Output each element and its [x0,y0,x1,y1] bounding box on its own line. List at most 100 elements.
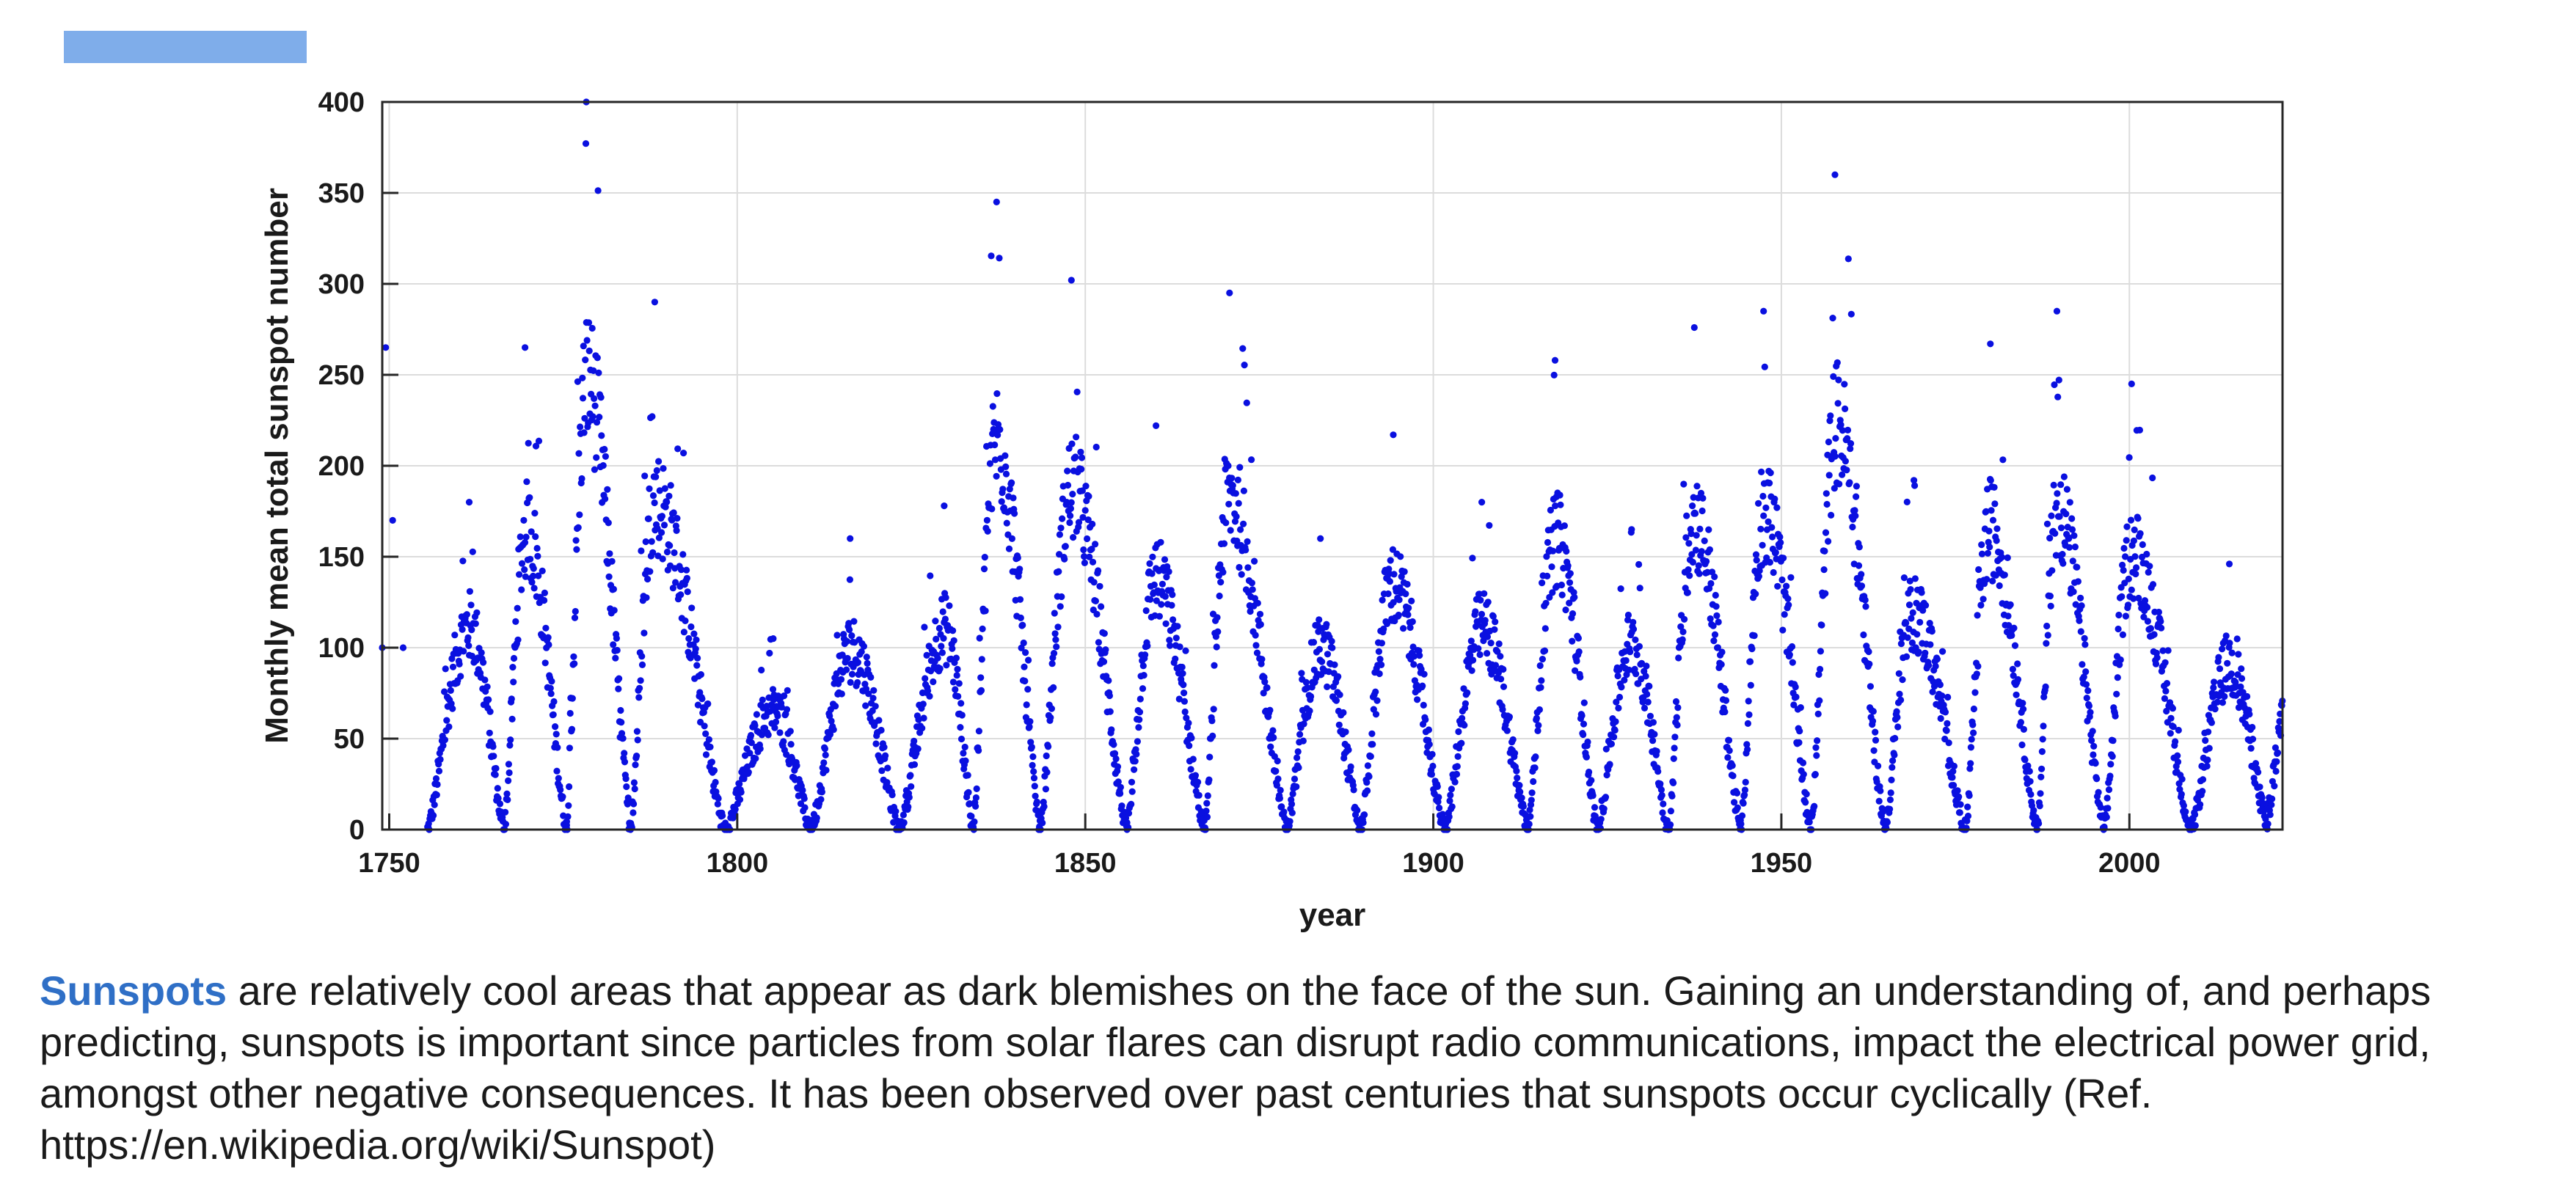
data-point [821,745,828,753]
x-tick-label: 1900 [1402,848,1464,879]
data-point [674,445,682,453]
data-point [1089,558,1097,566]
data-point [550,711,557,718]
data-point [1949,768,1957,775]
data-point [1142,607,1150,615]
y-tick-label: 300 [318,269,365,300]
data-point [1258,656,1266,663]
data-point [1977,601,1985,609]
data-point [961,743,968,751]
data-point [847,535,854,542]
data-point [1998,554,2005,561]
data-point [447,687,454,695]
data-point [1992,571,1999,579]
data-point [813,814,820,822]
data-point [478,649,485,656]
data-point [1053,643,1060,651]
data-point [565,802,572,809]
data-point [1080,546,1087,554]
data-point [1902,619,1910,627]
data-point [2155,608,2162,616]
data-point [1016,566,1024,573]
data-point [505,761,513,768]
data-point [1425,726,1432,733]
data-point [858,648,865,656]
data-point [1707,579,1715,588]
data-point [1492,618,1499,626]
data-point [1836,480,1843,488]
data-point [1672,698,1680,706]
data-point [2082,668,2090,676]
data-point [2146,563,2153,570]
data-point [1300,720,1307,728]
data-point [1714,644,1721,651]
data-point [1760,307,1767,315]
data-point [1380,625,1387,633]
data-point [1210,706,1217,713]
data-point [1549,589,1556,596]
data-point [1740,800,1747,807]
data-point [576,511,583,519]
data-point [2077,628,2084,635]
data-point [1056,531,1063,538]
data-point [539,567,546,575]
data-point [1872,736,1880,744]
data-point [1668,792,1676,800]
data-point [1057,603,1064,610]
data-point [1182,647,1189,654]
data-point [2066,499,2073,506]
data-point [2221,692,2228,700]
data-point [826,712,833,720]
data-point [2208,719,2215,726]
data-point [1815,670,1822,678]
data-point [2130,537,2137,544]
data-point [1659,809,1666,816]
data-point [1670,755,1677,762]
data-point [2123,537,2130,544]
data-point [2172,738,2179,745]
data-point [2266,811,2274,819]
data-point [2219,645,2226,653]
data-point [2082,681,2090,688]
data-point [1026,723,1033,731]
data-point [1925,662,1933,669]
data-point [1163,574,1170,581]
data-point [645,515,652,522]
data-point [2273,758,2280,765]
data-point [1839,427,1846,434]
data-point [1001,452,1009,459]
data-point [399,644,407,651]
data-point [1033,798,1040,805]
data-point [1913,631,1921,638]
data-point [2021,756,2029,764]
data-point [850,618,858,625]
data-point [441,736,449,744]
data-point [1891,734,1899,742]
data-point [1615,704,1622,712]
data-point [714,800,721,808]
data-point [783,751,790,758]
data-point [2101,824,2108,832]
data-point [663,498,671,506]
data-point [1254,599,1261,607]
data-point [1834,400,1842,407]
data-point [1856,544,1863,551]
data-point [1376,670,1383,678]
data-point [1458,739,1465,747]
data-point [1481,617,1489,624]
data-point [2197,801,2204,808]
data-point [1718,648,1726,656]
data-point [1943,727,1950,734]
data-point [1169,591,1176,599]
data-point [1767,469,1774,477]
data-point [2001,571,2008,579]
data-point [633,753,641,760]
data-point [2149,581,2157,588]
data-point [1289,790,1296,797]
data-point [1078,466,1085,473]
data-point [1978,550,1986,557]
data-point [1057,524,1065,532]
data-point [2065,544,2073,551]
data-point [880,744,888,751]
data-point [1757,525,1765,533]
